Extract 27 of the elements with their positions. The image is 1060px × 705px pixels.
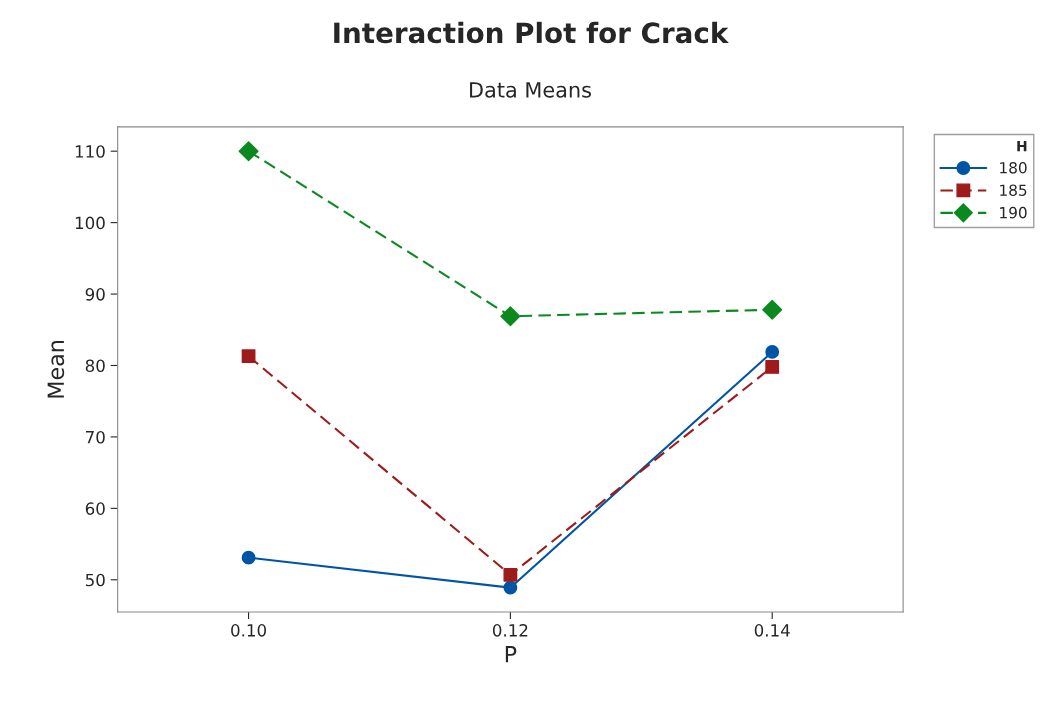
point (241, 550, 256, 565)
y-axis-title: Mean (47, 341, 65, 398)
x-axis-title: P (505, 646, 517, 663)
point (765, 360, 780, 374)
y-tick-label: 50 (85, 573, 105, 587)
point (762, 299, 783, 320)
legend-label: 185 (1000, 184, 1027, 196)
y-tick-label: 90 (85, 288, 105, 301)
x-tick-label: 0.10 (231, 624, 267, 637)
legend-label: 180 (1000, 162, 1027, 174)
legend-title: H (1017, 141, 1027, 152)
y-tick-label: 110 (75, 145, 105, 158)
y-tick-label: 60 (85, 502, 105, 515)
point (503, 567, 518, 582)
x-tick-label: 0.12 (492, 624, 528, 637)
point (500, 306, 521, 327)
y-tick-label: 80 (85, 359, 105, 373)
chart-subtitle: Data Means (470, 82, 591, 98)
point (765, 345, 780, 359)
y-tick-label: 100 (75, 216, 105, 230)
point (241, 349, 256, 364)
legend-label: 190 (1000, 206, 1027, 219)
point (238, 141, 259, 162)
x-tick-label: 0.14 (754, 624, 790, 637)
point (503, 580, 518, 595)
y-tick-label: 70 (86, 430, 105, 444)
chart-title: Interaction Plot for Crack (334, 21, 729, 44)
